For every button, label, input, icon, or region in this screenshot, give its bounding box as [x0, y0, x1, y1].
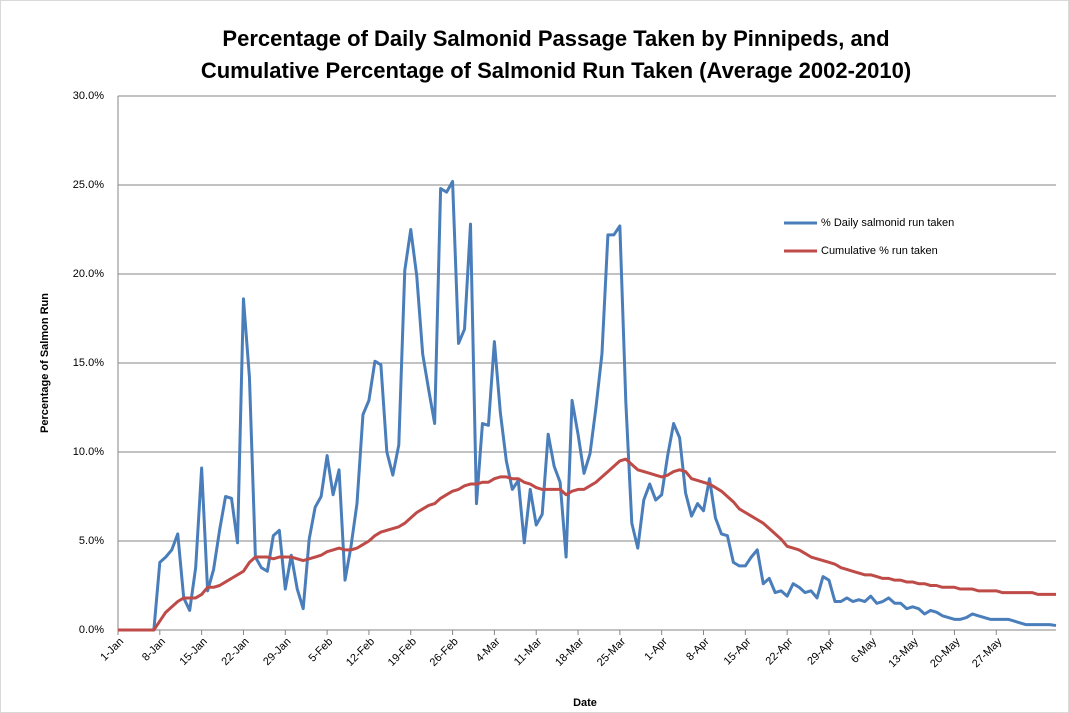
legend-label: % Daily salmonid run taken [821, 217, 954, 229]
y-tick-label: 15.0% [73, 357, 104, 369]
y-axis-title: Percentage of Salmon Run [39, 293, 51, 433]
y-tick-label: 30.0% [73, 90, 104, 102]
y-tick-label: 0.0% [79, 624, 104, 636]
series-line [118, 457, 1056, 632]
y-tick-label: 10.0% [73, 446, 104, 458]
y-tick-label: 5.0% [79, 535, 104, 547]
legend-label: Cumulative % run taken [821, 245, 938, 257]
series-line [118, 179, 1057, 632]
x-axis-title: Date [573, 697, 597, 709]
y-tick-label: 20.0% [73, 268, 104, 280]
y-tick-label: 25.0% [73, 179, 104, 191]
chart-title: Percentage of Daily Salmonid Passage Tak… [222, 26, 889, 51]
chart-subtitle: Cumulative Percentage of Salmonid Run Ta… [201, 58, 911, 83]
